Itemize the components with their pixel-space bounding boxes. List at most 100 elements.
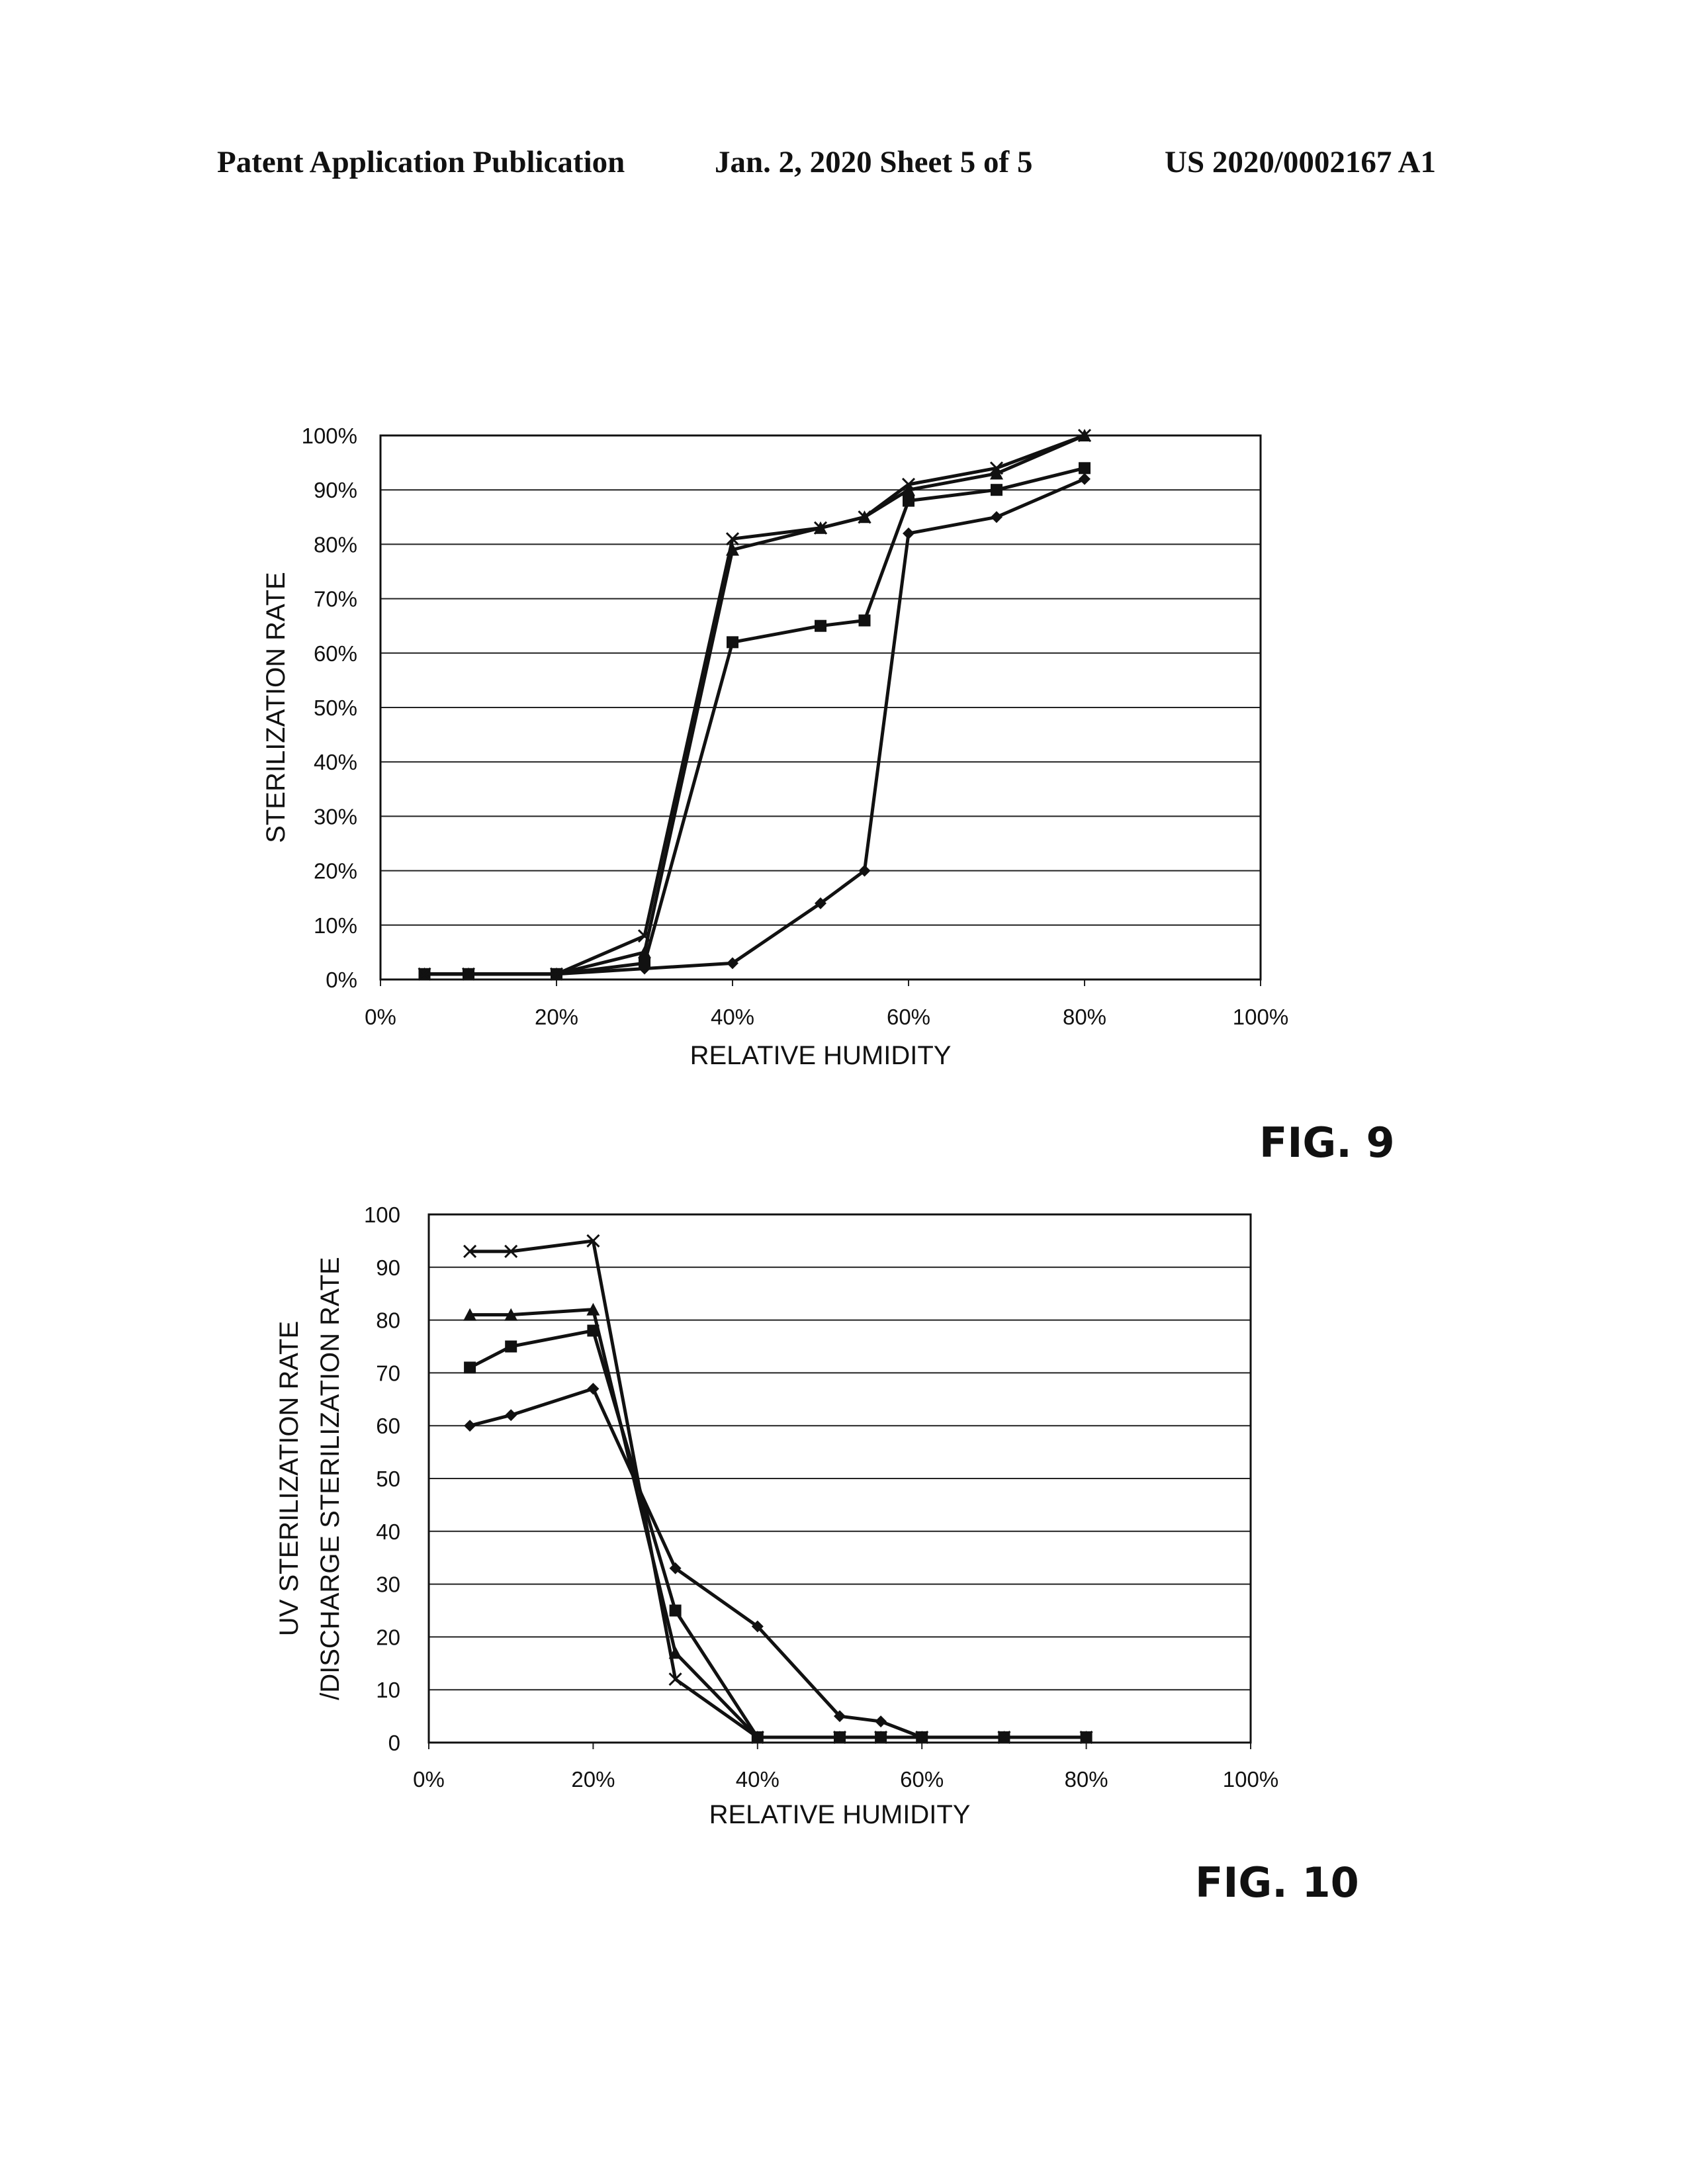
marker-x-stroke xyxy=(1079,1730,1093,1745)
x-tick-label: 80% xyxy=(1063,1005,1106,1029)
y-tick-label: 90 xyxy=(376,1255,400,1280)
x-tick-label: 0% xyxy=(413,1767,445,1792)
data-point-square xyxy=(505,1340,517,1353)
data-point-diamond xyxy=(903,527,914,539)
chart-1: 0 10 20 30 40 50 60 70 80 90 100 0% 20% 40% 60% 80% 100%… xyxy=(275,1203,1278,1829)
series-line-diamond xyxy=(424,477,1085,976)
data-point-diamond xyxy=(751,1620,764,1633)
data-point-triangle xyxy=(638,945,651,958)
data-point-square xyxy=(991,484,1003,496)
data-point-diamond xyxy=(815,897,826,909)
x-tick-label: 80% xyxy=(1065,1767,1108,1792)
y-axis-title-line: /DISCHARGE STERILIZATION RATE xyxy=(316,1257,345,1700)
x-tick-label: 0% xyxy=(365,1005,396,1029)
plot-frame xyxy=(379,434,1262,981)
data-point-triangle xyxy=(902,483,915,496)
x-axis-title: RELATIVE HUMIDITY xyxy=(709,1800,971,1829)
marker-x-stroke xyxy=(813,521,828,535)
x-tick-label: 100% xyxy=(1223,1767,1278,1792)
data-point-x xyxy=(504,1244,518,1258)
y-tick-label: 70 xyxy=(376,1361,400,1385)
data-point-x xyxy=(725,532,740,546)
data-point-x xyxy=(832,1730,847,1745)
marker-x-stroke xyxy=(915,1730,929,1745)
data-point-triangle xyxy=(463,1308,477,1321)
marker-x-stroke xyxy=(874,1730,888,1745)
publication-label: Patent Application Publication xyxy=(217,145,625,179)
y-tick-label: 70% xyxy=(314,587,357,612)
data-point-square xyxy=(858,614,871,627)
data-point-x xyxy=(813,521,828,535)
data-point-diamond xyxy=(1079,473,1091,485)
figure-label-9: FIG. 9 xyxy=(1259,1118,1395,1167)
data-point-x xyxy=(915,1730,929,1745)
publication-number: US 2020/0002167 A1 xyxy=(1165,145,1436,179)
marker-x-stroke xyxy=(637,929,652,943)
y-tick-label: 100% xyxy=(302,424,357,448)
data-point-x xyxy=(463,1244,477,1258)
date-sheet-label: Jan. 2, 2020 Sheet 5 of 5 xyxy=(715,145,1033,179)
data-point-x xyxy=(1079,1730,1093,1745)
series-line-square xyxy=(468,1329,1087,1739)
data-point-triangle xyxy=(504,1308,518,1321)
chart-0: 0% 10% 20% 30% 40% 50% 60% 70% 80% 90% 100% 0% 20% 40… xyxy=(261,424,1288,1070)
y-tick-label: 10% xyxy=(314,913,357,938)
data-point-x xyxy=(997,1730,1011,1745)
data-point-triangle xyxy=(586,1302,600,1316)
marker-x-stroke xyxy=(668,1672,682,1686)
x-tick-label: 40% xyxy=(736,1767,780,1792)
data-point-x xyxy=(874,1730,888,1745)
data-point-x xyxy=(1077,428,1092,443)
data-point-x xyxy=(637,929,652,943)
marker-x-stroke xyxy=(586,1234,600,1248)
data-point-x xyxy=(418,967,431,981)
data-point-diamond xyxy=(875,1715,887,1728)
marker-x-stroke xyxy=(725,532,740,546)
x-tick-label: 20% xyxy=(571,1767,615,1792)
data-point-diamond xyxy=(669,1562,682,1574)
page-header: Patent Application Publication Jan. 2, 2… xyxy=(0,144,1694,191)
y-tick-label: 60% xyxy=(314,641,357,666)
data-point-x xyxy=(461,967,476,981)
marker-x-stroke xyxy=(997,1730,1011,1745)
x-tick-label: 40% xyxy=(711,1005,754,1029)
data-point-x xyxy=(750,1730,764,1745)
data-point-x xyxy=(549,967,564,981)
x-tick-label: 100% xyxy=(1233,1005,1288,1029)
marker-x-stroke xyxy=(461,967,476,981)
x-tick-label: 60% xyxy=(887,1005,930,1029)
data-point-square xyxy=(1079,462,1091,475)
x-axis-title: RELATIVE HUMIDITY xyxy=(690,1041,952,1070)
data-point-x xyxy=(858,510,871,524)
y-tick-label: 40 xyxy=(376,1520,400,1544)
y-tick-label: 30% xyxy=(314,804,357,829)
data-point-diamond xyxy=(587,1383,600,1395)
y-tick-label: 20% xyxy=(314,859,357,884)
y-tick-label: 80 xyxy=(376,1308,400,1333)
marker-x-stroke xyxy=(418,967,431,981)
data-point-square xyxy=(669,1604,682,1617)
data-point-diamond xyxy=(464,1420,476,1432)
series-line-x xyxy=(470,1239,1087,1739)
data-point-x xyxy=(668,1672,682,1686)
data-point-square xyxy=(464,1361,476,1374)
data-point-square xyxy=(903,494,914,507)
y-tick-label: 80% xyxy=(314,532,357,557)
data-point-x xyxy=(989,461,1004,475)
marker-x-stroke xyxy=(504,1244,518,1258)
data-point-diamond xyxy=(834,1710,846,1723)
y-tick-label: 0 xyxy=(388,1731,400,1755)
marker-x-stroke xyxy=(463,1244,477,1258)
series-line-triangle xyxy=(470,1308,1087,1739)
marker-x-stroke xyxy=(858,510,871,524)
marker-x-stroke xyxy=(549,967,564,981)
y-tick-label: 100 xyxy=(364,1203,400,1227)
series-line-diamond xyxy=(469,1387,1087,1739)
data-point-x xyxy=(901,477,916,492)
y-tick-label: 0% xyxy=(326,968,357,992)
marker-x-stroke xyxy=(832,1730,847,1745)
data-point-diamond xyxy=(505,1409,517,1422)
series-line-triangle xyxy=(424,433,1085,976)
marker-x-stroke xyxy=(989,461,1004,475)
